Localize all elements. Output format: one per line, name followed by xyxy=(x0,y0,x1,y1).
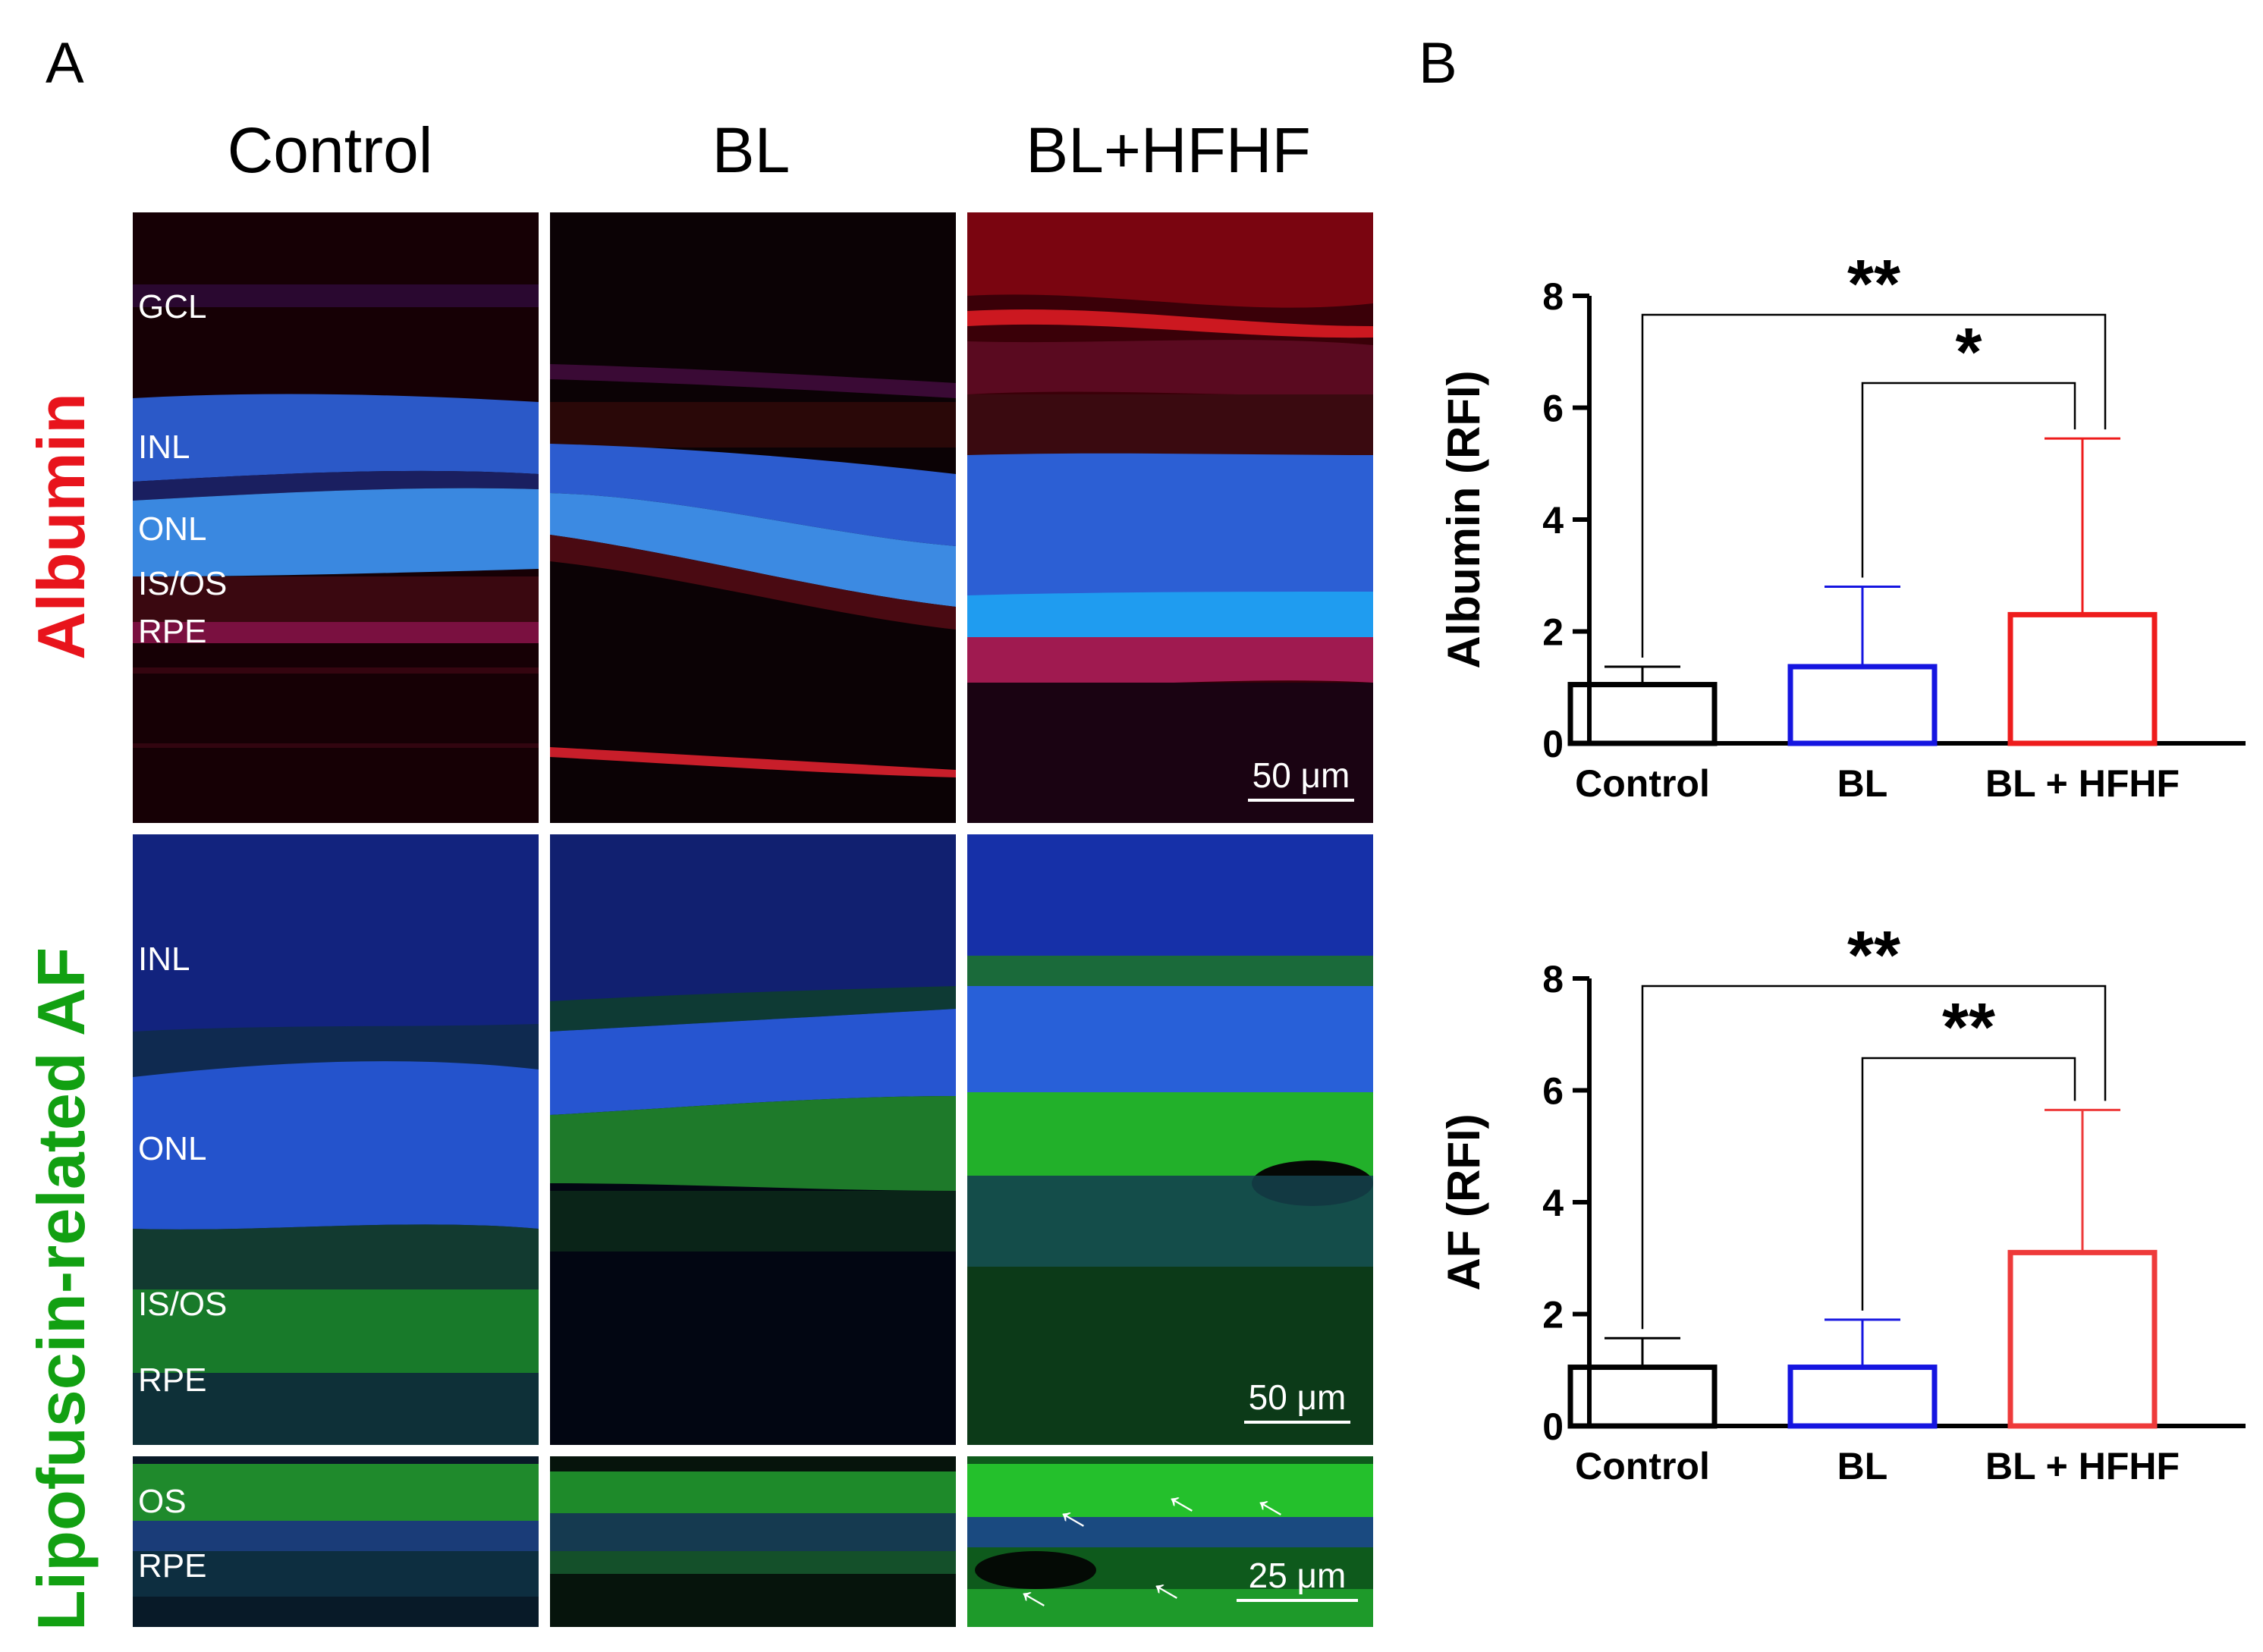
row-label-lipofuscin-af: Lipofuscin-related AF xyxy=(24,947,99,1631)
micrograph-albumin-bl xyxy=(550,212,956,823)
panel-b-letter: B xyxy=(1419,31,1457,96)
af-zoom-layer-rpe: RPE xyxy=(138,1547,207,1584)
af-zoom-scale-bar-line xyxy=(1237,1599,1358,1602)
y-tick-label: 6 xyxy=(1542,1070,1564,1113)
y-tick-label: 2 xyxy=(1542,1294,1564,1336)
column-heading-control: Control xyxy=(227,115,433,186)
af-scale-bar-line xyxy=(1244,1421,1350,1424)
significance-label: ** xyxy=(1847,918,1900,994)
significance-label: ** xyxy=(1942,990,1995,1066)
y-tick-label: 8 xyxy=(1542,958,1564,1000)
micrograph-af-bl-hfhf xyxy=(967,834,1373,1445)
y-tick-label: 0 xyxy=(1542,723,1564,765)
panel-b-charts: 0 2 4 6 8 Albumin (RFI) Control BL BL + HFHF ** * 0… xyxy=(1426,0,2263,1648)
bar xyxy=(2007,611,2158,746)
albumin-scale-bar-line xyxy=(1248,799,1354,802)
bar xyxy=(2007,1249,2158,1429)
af-layer-onl: ONL xyxy=(138,1130,207,1167)
micrograph-af-bl xyxy=(550,834,956,1445)
panel-a-letter: A xyxy=(46,31,84,96)
albumin-layer-gcl: GCL xyxy=(138,288,207,325)
af-layer-isos: IS/OS xyxy=(138,1286,228,1323)
af-layer-inl: INL xyxy=(138,941,190,978)
column-heading-bl-hfhf: BL+HFHF xyxy=(1026,115,1311,186)
y-tick-label: 2 xyxy=(1542,611,1564,654)
albumin-layer-isos: IS/OS xyxy=(138,565,228,602)
y-tick-label: 0 xyxy=(1542,1405,1564,1448)
af-scale-bar-label: 50 μm xyxy=(1248,1377,1347,1417)
af-zoom-scale-bar: 25 μm xyxy=(1237,1555,1358,1602)
significance-bracket xyxy=(1861,382,2076,578)
bar xyxy=(1567,682,1718,746)
af-zoom-scale-bar-label: 25 μm xyxy=(1248,1556,1347,1595)
micrograph-albumin-bl-hfhf xyxy=(967,212,1373,823)
micrograph-af-zoom-control xyxy=(133,1456,539,1627)
af-layer-rpe: RPE xyxy=(138,1361,207,1399)
x-tick-label: BL xyxy=(1837,1445,1888,1487)
x-tick-label: BL + HFHF xyxy=(1985,762,2180,805)
albumin-layer-inl: INL xyxy=(138,429,190,466)
row-label-albumin: Albumin xyxy=(24,393,99,660)
y-tick-label: 4 xyxy=(1542,499,1564,542)
albumin-layer-rpe: RPE xyxy=(138,613,207,650)
x-tick-label: Control xyxy=(1575,1445,1710,1487)
albumin-layer-onl: ONL xyxy=(138,510,207,548)
albumin-scale-bar: 50 μm xyxy=(1248,755,1354,802)
significance-bracket xyxy=(1641,985,2107,1330)
micrograph-af-control xyxy=(133,834,539,1445)
y-tick-label: 4 xyxy=(1542,1182,1564,1224)
significance-label: * xyxy=(1955,315,1982,391)
column-heading-bl: BL xyxy=(712,115,790,186)
y-tick-label: 6 xyxy=(1542,388,1564,430)
y-axis-label: Albumin (RFI) xyxy=(1438,370,1489,668)
y-axis-label: AF (RFI) xyxy=(1438,1113,1489,1290)
af-zoom-layer-os: OS xyxy=(138,1483,187,1520)
bar xyxy=(1567,1365,1718,1429)
micrograph-af-zoom-bl-hfhf xyxy=(967,1456,1373,1627)
af-scale-bar: 50 μm xyxy=(1244,1377,1350,1424)
significance-bracket xyxy=(1861,1057,2076,1311)
albumin-scale-bar-label: 50 μm xyxy=(1252,755,1350,795)
significance-label: ** xyxy=(1847,247,1900,322)
bar xyxy=(1787,664,1938,746)
x-tick-label: BL xyxy=(1837,762,1888,805)
bar xyxy=(1787,1365,1938,1429)
micrograph-albumin-control xyxy=(133,212,539,823)
significance-bracket xyxy=(1641,313,2107,658)
x-tick-label: BL + HFHF xyxy=(1985,1445,2180,1487)
micrograph-af-zoom-bl xyxy=(550,1456,956,1627)
y-tick-label: 8 xyxy=(1542,275,1564,318)
x-tick-label: Control xyxy=(1575,762,1710,805)
